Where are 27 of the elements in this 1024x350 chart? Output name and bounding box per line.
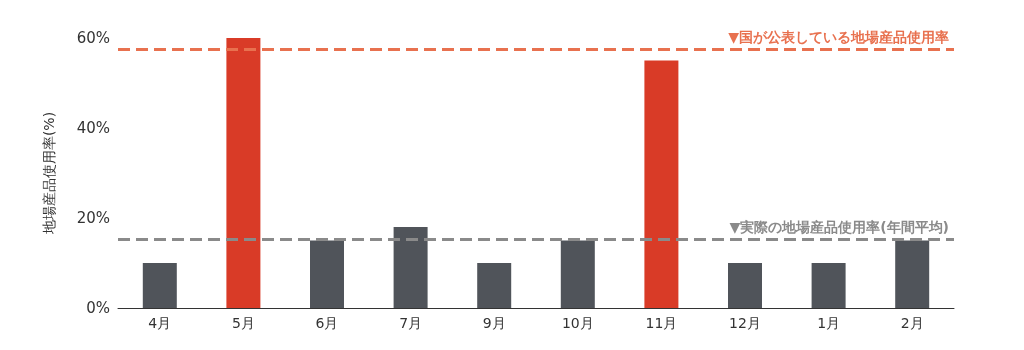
x-tick-label: 2月 (900, 315, 924, 331)
bar (310, 240, 344, 308)
bar (477, 263, 512, 308)
x-tick-label: 9月 (482, 315, 506, 331)
y-axis-title: 地場産品使用率(%) (41, 111, 57, 236)
ref-line-label: ▼実際の地場産品使用率(年間平均) (729, 219, 949, 236)
bar (644, 60, 679, 308)
y-tick-label: 40% (76, 119, 110, 137)
bar (393, 227, 428, 308)
x-tick-label: 11月 (645, 315, 678, 331)
x-tick-label: 4月 (148, 315, 172, 331)
y-tick-label: 60% (76, 29, 110, 47)
bar (560, 240, 595, 308)
x-tick-label: 12月 (729, 315, 761, 331)
y-tick-label: 20% (76, 209, 110, 227)
bar (895, 240, 930, 308)
x-tick-label: 6月 (315, 315, 339, 331)
bar (728, 263, 762, 308)
bar (142, 263, 177, 308)
ref-line-label: ▼国が公表している地場産品使用率 (728, 29, 949, 46)
x-tick-label: 1月 (817, 315, 841, 331)
bar (226, 38, 261, 308)
y-tick-label: 0% (86, 299, 110, 317)
bar (811, 263, 846, 308)
x-tick-label: 5月 (231, 315, 255, 331)
x-tick-label: 7月 (399, 315, 423, 331)
x-tick-label: 10月 (561, 315, 594, 331)
